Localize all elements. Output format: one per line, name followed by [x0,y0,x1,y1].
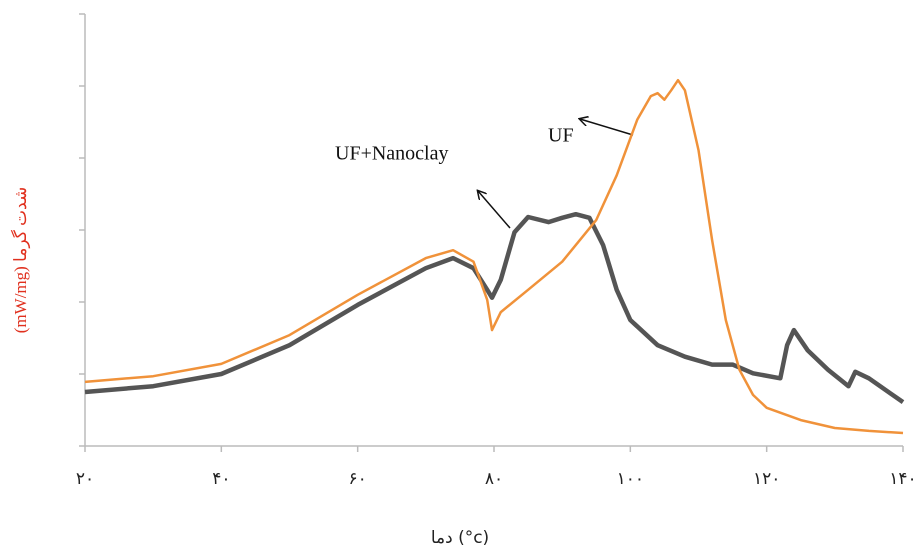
x-tick-label: ۸۰ [485,469,503,489]
x-tick-label: ۱۴۰ [889,469,916,489]
arrow [478,191,511,229]
series-line [84,211,905,404]
annotation: UF [548,125,574,147]
x-tick-label: ۶۰ [349,469,367,489]
series-line [84,78,904,435]
arrow [580,119,634,136]
annotation: UF+Nanoclay [335,143,448,165]
x-tick-label: ۱۲۰ [753,469,780,489]
y-axis-label: (mW/mg) شدت گرما [10,187,31,333]
x-tick-label: ۴۰ [212,469,230,489]
x-axis-label: دما (°c) [431,528,489,548]
x-tick-label: ۱۰۰ [617,469,644,489]
x-tick-label: ۲۰ [76,469,94,489]
